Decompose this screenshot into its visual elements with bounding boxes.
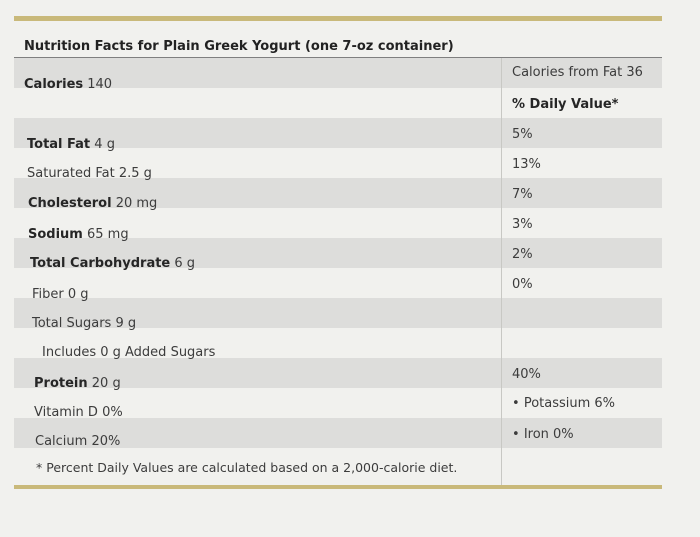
- total-fat-row: [14, 118, 662, 148]
- protein-amount: 20 g: [91, 376, 121, 391]
- saturated-fat-amount: 2.5 g: [118, 166, 152, 181]
- bottom-border: [14, 485, 662, 489]
- iron-value: Iron 0%: [523, 427, 574, 442]
- total-fat-line: Total Fat 4 g: [27, 137, 115, 152]
- calories-line: Calories 140: [24, 77, 112, 92]
- total-sugars-line: Total Sugars 9 g: [32, 316, 136, 331]
- daily-value-header: % Daily Value*: [512, 97, 619, 112]
- total-fat-label: Total Fat: [27, 137, 91, 152]
- fiber-dv: 0%: [512, 277, 533, 292]
- fiber-line: Fiber 0 g: [32, 287, 89, 302]
- cholesterol-dv: 7%: [512, 187, 533, 202]
- total-sugars-label: Total Sugars: [32, 316, 112, 331]
- title-divider: [14, 57, 662, 58]
- cholesterol-label: Cholesterol: [28, 196, 112, 211]
- protein-line: Protein 20 g: [34, 376, 121, 391]
- total-sugars-amount: 9 g: [115, 316, 137, 331]
- cholesterol-line: Cholesterol 20 mg: [28, 196, 157, 211]
- cholesterol-amount: 20 mg: [115, 196, 158, 211]
- footnote-text: Percent Daily Values are calculated base…: [46, 460, 458, 475]
- potassium-line: • Potassium 6%: [512, 396, 615, 411]
- fiber-label: Fiber: [32, 287, 64, 302]
- saturated-fat-line: Saturated Fat 2.5 g: [27, 166, 152, 181]
- potassium-value: Potassium 6%: [523, 396, 616, 411]
- calcium-line: Calcium 20%: [35, 434, 121, 449]
- saturated-fat-label: Saturated Fat: [27, 166, 115, 181]
- total-carbohydrate-label: Total Carbohydrate: [30, 256, 171, 271]
- sodium-amount: 65 mg: [87, 227, 129, 242]
- protein-dv: 40%: [512, 367, 541, 382]
- sodium-label: Sodium: [28, 227, 83, 242]
- bullet-icon: •: [512, 396, 520, 411]
- total-fat-dv: 5%: [512, 127, 533, 142]
- bullet-icon: •: [512, 427, 520, 442]
- fiber-row: [14, 268, 662, 298]
- total-carbohydrate-amount: 6 g: [174, 256, 196, 271]
- sodium-line: Sodium 65 mg: [28, 227, 129, 242]
- label-title: Nutrition Facts for Plain Greek Yogurt (…: [24, 39, 454, 54]
- total-carbohydrate-row: [14, 238, 662, 268]
- calories-row: [14, 58, 662, 88]
- sodium-dv: 3%: [512, 217, 533, 232]
- fiber-amount: 0 g: [67, 287, 89, 302]
- calories-value: 140: [87, 77, 113, 92]
- calories-label: Calories: [24, 77, 84, 92]
- cholesterol-row: [14, 178, 662, 208]
- calcium-row: [14, 418, 662, 448]
- iron-line: • Iron 0%: [512, 427, 574, 442]
- top-border: [14, 16, 662, 21]
- calories-from-fat: Calories from Fat 36: [512, 65, 643, 80]
- added-sugars-line: Includes 0 g Added Sugars: [42, 345, 216, 360]
- protein-label: Protein: [34, 376, 88, 391]
- footnote: * Percent Daily Values are calculated ba…: [36, 460, 457, 475]
- vitamin-d-line: Vitamin D 0%: [34, 405, 123, 420]
- total-sugars-row: [14, 298, 662, 328]
- total-carbohydrate-dv: 2%: [512, 247, 533, 262]
- total-carbohydrate-line: Total Carbohydrate 6 g: [30, 256, 195, 271]
- column-divider: [501, 58, 502, 485]
- total-fat-amount: 4 g: [94, 137, 115, 152]
- protein-row: [14, 358, 662, 388]
- saturated-fat-dv: 13%: [512, 157, 541, 172]
- asterisk-icon: *: [36, 460, 43, 475]
